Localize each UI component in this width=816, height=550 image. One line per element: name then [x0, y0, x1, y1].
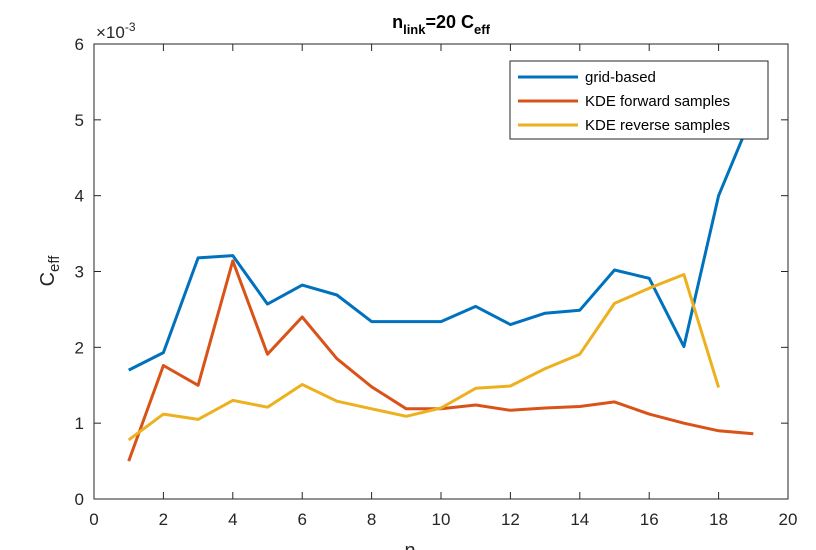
- y-tick-labels: 0 1 2 3 4 5 6: [75, 35, 84, 509]
- series-group: [127, 111, 755, 462]
- y-tick-label: 4: [75, 187, 84, 206]
- x-tick-label: 18: [709, 510, 728, 529]
- x-tick-labels: 0 2 4 6 8 10 12 14 16 18 20: [89, 510, 797, 529]
- x-tick-label: 0: [89, 510, 98, 529]
- y-axis-label: Ceff: [37, 255, 63, 287]
- x-tick-label: 14: [570, 510, 589, 529]
- series-line-3: [127, 273, 721, 442]
- legend: grid-based KDE forward samples KDE reverse…: [509, 60, 769, 140]
- x-tick-label: 20: [779, 510, 798, 529]
- x-tick-label: 10: [432, 510, 451, 529]
- x-tick-label: 6: [297, 510, 306, 529]
- axis-ticks: [93, 43, 789, 500]
- legend-label-3: KDE reverse samples: [585, 117, 730, 134]
- x-axis-label: n: [404, 540, 415, 550]
- y-tick-label: 2: [75, 338, 84, 357]
- series-line-1: [128, 111, 755, 372]
- y-tick-label: 1: [75, 414, 84, 433]
- legend-label-1: grid-based: [585, 69, 656, 86]
- legend-label-2: KDE forward samples: [585, 93, 730, 110]
- x-tick-label: 16: [640, 510, 659, 529]
- x-tick-label: 2: [159, 510, 168, 529]
- x-tick-label: 4: [228, 510, 237, 529]
- y-exponent-label: ×10-3: [96, 20, 136, 42]
- y-tick-label: 5: [75, 111, 84, 130]
- y-tick-label: 0: [75, 490, 84, 509]
- x-tick-label: 12: [501, 510, 520, 529]
- x-tick-label: 8: [367, 510, 376, 529]
- y-tick-label: 6: [75, 35, 84, 54]
- chart-title: nlink=20 Ceff: [392, 12, 491, 37]
- y-tick-label: 3: [75, 263, 84, 282]
